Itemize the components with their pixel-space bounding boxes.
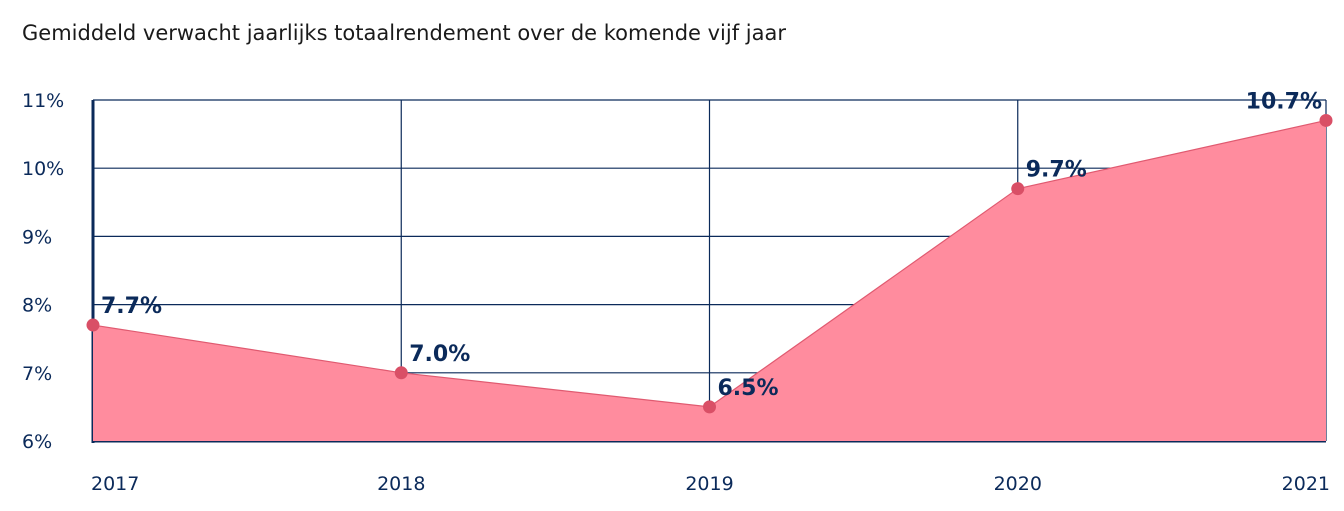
data-label: 7.7% [101, 294, 162, 319]
chart-title: Gemiddeld verwacht jaarlijks totaalrende… [22, 21, 786, 45]
data-point [86, 318, 100, 332]
data-points [86, 113, 1333, 414]
y-tick-labels: 6% 7% 8% 9% 10% 11% [22, 90, 64, 453]
area-fill [93, 120, 1326, 442]
data-label: 7.0% [409, 342, 470, 367]
data-label: 10.7% [1246, 89, 1322, 114]
x-tick-labels: 2017 2018 2019 2020 2021 [91, 473, 1330, 495]
y-tick-label: 10% [22, 158, 64, 180]
x-tick-label: 2019 [685, 473, 733, 495]
data-point [1319, 113, 1333, 127]
data-point [394, 366, 408, 380]
y-tick-label: 7% [22, 363, 52, 385]
x-tick-label: 2018 [377, 473, 425, 495]
y-tick-label: 8% [22, 295, 52, 317]
data-point [1011, 182, 1025, 196]
data-label: 6.5% [718, 376, 779, 401]
x-tick-label: 2017 [91, 473, 139, 495]
y-tick-label: 6% [22, 431, 52, 453]
y-tick-label: 9% [22, 226, 52, 248]
y-tick-label: 11% [22, 90, 64, 112]
x-tick-label: 2020 [994, 473, 1042, 495]
x-tick-label: 2021 [1282, 473, 1330, 495]
data-point [703, 400, 716, 414]
data-labels: 7.7% 7.0% 6.5% 9.7% 10.7% [101, 89, 1322, 400]
data-label: 9.7% [1026, 158, 1087, 183]
